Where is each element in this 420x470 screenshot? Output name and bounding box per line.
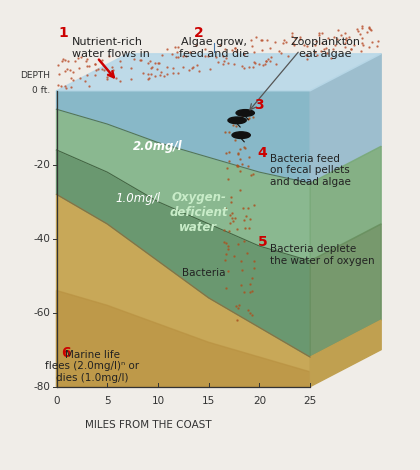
Polygon shape bbox=[310, 146, 381, 261]
Text: Bacteria deplete
the water of oxygen: Bacteria deplete the water of oxygen bbox=[270, 244, 374, 266]
Text: 2: 2 bbox=[194, 26, 203, 40]
Text: Bacteria: Bacteria bbox=[182, 268, 226, 278]
Circle shape bbox=[228, 117, 246, 124]
Text: Marine life
flees (2.0mg/l)ⁿ or
dies (1.0mg/l): Marine life flees (2.0mg/l)ⁿ or dies (1.… bbox=[45, 350, 139, 383]
Polygon shape bbox=[57, 91, 310, 183]
Circle shape bbox=[232, 132, 250, 139]
Text: Bacteria feed
on fecal pellets
and dead algae: Bacteria feed on fecal pellets and dead … bbox=[270, 154, 350, 187]
Polygon shape bbox=[57, 54, 381, 91]
Text: 1.0mg/l: 1.0mg/l bbox=[115, 192, 160, 205]
Circle shape bbox=[236, 110, 255, 116]
Polygon shape bbox=[57, 109, 310, 261]
Polygon shape bbox=[57, 150, 310, 357]
Text: 6: 6 bbox=[62, 346, 71, 360]
Text: 15: 15 bbox=[202, 396, 215, 406]
Polygon shape bbox=[310, 320, 381, 387]
Text: 4: 4 bbox=[257, 146, 267, 160]
Text: 0: 0 bbox=[53, 396, 60, 406]
Text: 10: 10 bbox=[151, 396, 165, 406]
Text: -40: -40 bbox=[34, 234, 50, 244]
Text: Nutrient-rich
water flows in: Nutrient-rich water flows in bbox=[72, 37, 150, 59]
Text: 3: 3 bbox=[255, 98, 264, 112]
Text: 5: 5 bbox=[257, 235, 267, 249]
Text: 25: 25 bbox=[304, 396, 317, 406]
Text: 1: 1 bbox=[58, 26, 68, 40]
Text: 5: 5 bbox=[104, 396, 110, 406]
Text: -80: -80 bbox=[34, 382, 50, 392]
Text: Oxygen-
deficient
water: Oxygen- deficient water bbox=[169, 191, 228, 235]
Text: -60: -60 bbox=[34, 308, 50, 318]
Text: 20: 20 bbox=[253, 396, 266, 406]
Text: 2.0mg/l: 2.0mg/l bbox=[133, 140, 183, 153]
Polygon shape bbox=[310, 224, 381, 357]
Polygon shape bbox=[310, 54, 381, 183]
Polygon shape bbox=[57, 194, 310, 387]
Text: MILES FROM THE COAST: MILES FROM THE COAST bbox=[84, 420, 211, 430]
Polygon shape bbox=[57, 290, 310, 387]
Text: 0 ft.: 0 ft. bbox=[32, 86, 50, 95]
Text: -20: -20 bbox=[34, 160, 50, 170]
Text: DEPTH: DEPTH bbox=[21, 70, 50, 80]
Text: Algae grow,
feed and die: Algae grow, feed and die bbox=[178, 37, 249, 59]
Text: Zooplankton
eat algae: Zooplankton eat algae bbox=[290, 37, 360, 59]
